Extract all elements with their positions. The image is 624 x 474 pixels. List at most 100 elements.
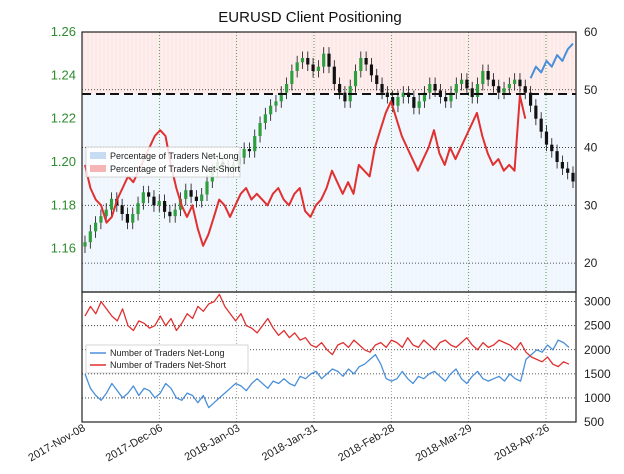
date-tick-label: 2018-Jan-03 xyxy=(183,422,243,463)
candle-body xyxy=(513,79,517,84)
candle-body xyxy=(486,71,490,80)
candle-body xyxy=(364,58,368,65)
candle-body xyxy=(109,198,114,210)
candle-body xyxy=(385,92,389,97)
candle-body xyxy=(475,84,480,97)
candle-body xyxy=(491,79,496,87)
candle-body xyxy=(247,149,252,152)
candle-body xyxy=(332,66,336,84)
percent-axis: 60 50 40 30 20 xyxy=(584,25,598,270)
candle-body xyxy=(88,231,92,243)
count-tick-label: 1000 xyxy=(584,391,611,405)
candle-body xyxy=(380,84,384,93)
price-tick-label: 1.20 xyxy=(51,154,76,169)
percent-tick-label: 40 xyxy=(584,141,598,155)
candle-body xyxy=(449,92,453,102)
count-tick-label: 1500 xyxy=(584,367,611,381)
candle-body xyxy=(539,118,543,132)
candle-body xyxy=(242,149,246,158)
candle-body xyxy=(136,203,140,214)
candle-body xyxy=(528,92,533,106)
candle-body xyxy=(274,101,278,106)
trader-count-panel: 3000 2500 2000 1500 1000 500 Number of Trader… xyxy=(81,291,611,429)
candle-body xyxy=(428,84,432,93)
date-tick-label: 2017-Dec-06 xyxy=(104,422,165,464)
candle-body xyxy=(311,64,315,71)
candle-body xyxy=(168,211,172,217)
count-series-line xyxy=(84,339,570,409)
candle-body xyxy=(550,144,554,152)
candle-body xyxy=(391,97,395,106)
series-line xyxy=(529,42,574,79)
candle-body xyxy=(412,97,416,108)
price-tick-label: 1.16 xyxy=(51,241,76,256)
date-tick-label: 2018-Jan-31 xyxy=(260,422,320,463)
candle-body xyxy=(290,71,294,84)
trader-count-series xyxy=(84,293,570,409)
candle-body xyxy=(401,92,405,97)
legend-swatch-net-long xyxy=(90,152,106,159)
date-tick-label: 2018-Feb-28 xyxy=(336,422,397,464)
legend-label-net-long-pct: Percentage of Traders Net-Long xyxy=(110,151,239,161)
percent-tick-label: 30 xyxy=(584,198,598,212)
candle-body xyxy=(295,62,299,71)
candle-body xyxy=(162,201,167,212)
candle-body xyxy=(120,205,124,214)
candle-body xyxy=(444,97,448,102)
candle-body xyxy=(375,75,379,84)
date-tick-label: 2018-Mar-29 xyxy=(414,422,475,464)
date-tick-label: 2017-Nov-08 xyxy=(26,422,87,464)
chart-title: EURUSD Client Positioning xyxy=(218,9,401,26)
legend-label-net-short-pct: Percentage of Traders Net-Short xyxy=(110,164,241,174)
candle-body xyxy=(497,86,501,93)
top-legend: Percentage of Traders Net-Long Percentag… xyxy=(85,146,241,178)
candle-body xyxy=(560,162,564,169)
date-axis: 2017-Nov-08 2017-Dec-06 2018-Jan-03 2018-Ja… xyxy=(26,422,551,464)
count-tick-label: 2500 xyxy=(584,319,611,333)
price-axis: 1.26 1.24 1.22 1.20 1.18 1.16 xyxy=(51,24,76,256)
candle-body xyxy=(417,101,421,108)
candle-body xyxy=(338,84,342,93)
candle-body xyxy=(433,84,437,91)
candle-body xyxy=(152,196,156,206)
candle-body xyxy=(194,196,198,201)
candle-body xyxy=(147,192,151,197)
percentage-series xyxy=(84,42,574,247)
candle-body xyxy=(502,88,506,93)
percent-tick-label: 50 xyxy=(584,83,598,97)
candle-body xyxy=(189,190,193,197)
percent-tick-label: 60 xyxy=(584,25,598,39)
candle-body xyxy=(316,66,320,71)
candle-body xyxy=(534,105,538,119)
count-series-line xyxy=(84,293,570,368)
candle-body xyxy=(327,53,331,67)
candle-body xyxy=(104,209,108,217)
count-tick-label: 2000 xyxy=(584,343,611,357)
legend-swatch-net-short xyxy=(90,165,106,172)
candle-body xyxy=(555,151,559,162)
candle-body xyxy=(369,64,374,76)
candle-body xyxy=(141,192,145,204)
percent-tick-label: 20 xyxy=(584,256,598,270)
candle-body xyxy=(422,92,427,102)
price-tick-label: 1.18 xyxy=(51,197,76,212)
candle-body xyxy=(523,86,527,93)
candle-body xyxy=(454,84,458,93)
count-tick-label: 3000 xyxy=(584,295,611,309)
candle-body xyxy=(205,181,209,195)
count-axis: 3000 2500 2000 1500 1000 500 xyxy=(584,295,611,429)
legend-label-net-long-count: Number of Traders Net-Long xyxy=(110,348,225,358)
candle-body xyxy=(99,216,103,223)
candle-body xyxy=(544,131,549,145)
candle-body xyxy=(263,114,267,123)
bottom-legend: Number of Traders Net-Long Number of Tra… xyxy=(85,344,249,374)
price-tick-label: 1.26 xyxy=(51,24,76,39)
candle-body xyxy=(284,84,289,93)
candle-body xyxy=(322,53,326,67)
candle-body xyxy=(269,105,273,115)
candle-body xyxy=(279,92,283,102)
series-line xyxy=(84,94,527,247)
candle-body xyxy=(94,222,98,232)
candle-body xyxy=(481,71,485,84)
